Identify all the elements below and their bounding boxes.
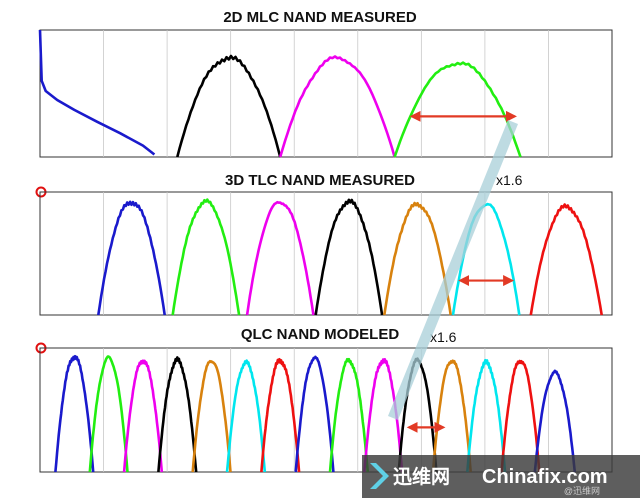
distribution-curve	[97, 200, 166, 316]
panel2-title: 3D TLC NAND MEASURED	[225, 172, 415, 189]
distribution-curve	[171, 198, 241, 316]
panel-qlc	[39, 347, 613, 473]
distribution-curve	[533, 369, 577, 473]
distribution-curve	[500, 359, 541, 473]
panel-3d-tlc	[39, 191, 613, 316]
distribution-curve	[176, 54, 282, 158]
distribution-curve	[393, 61, 522, 158]
distribution-curve	[328, 357, 370, 473]
distribution-curve	[314, 198, 384, 316]
plot-frame	[39, 347, 613, 473]
distribution-curve	[529, 203, 603, 316]
distribution-curve	[157, 356, 198, 473]
distribution-curve	[431, 359, 472, 473]
distribution-curve	[260, 357, 301, 473]
watermark-brand-en: Chinafix.com	[482, 466, 608, 488]
distribution-curve	[88, 355, 129, 473]
plot-frame	[39, 29, 613, 158]
distribution-curve	[294, 355, 335, 473]
distribution-curve	[38, 29, 156, 156]
watermark-sub: @迅维网	[564, 485, 600, 496]
distribution-curve	[397, 357, 438, 473]
distribution-curve	[278, 55, 396, 158]
connector-band	[388, 120, 518, 420]
distribution-curve	[122, 359, 164, 473]
chevron-logo-icon	[370, 463, 389, 489]
panel2-multiplier: x1.6	[496, 172, 523, 188]
distribution-curve	[191, 359, 232, 473]
distribution-curve	[54, 354, 95, 473]
panel-2d-mlc	[38, 29, 613, 158]
distribution-curve	[466, 358, 507, 473]
watermark-brand-cn: 迅维网	[393, 465, 450, 488]
panel3-multiplier: x1.6	[430, 329, 457, 345]
watermark: 迅维网 Chinafix.com @迅维网	[362, 455, 640, 498]
panel1-title: 2D MLC NAND MEASURED	[223, 9, 417, 26]
distribution-curve	[245, 200, 315, 316]
panel3-title: QLC NAND MODELED	[241, 326, 399, 343]
distribution-curve	[383, 201, 452, 316]
plot-frame	[39, 191, 613, 316]
distribution-curve	[225, 359, 267, 473]
